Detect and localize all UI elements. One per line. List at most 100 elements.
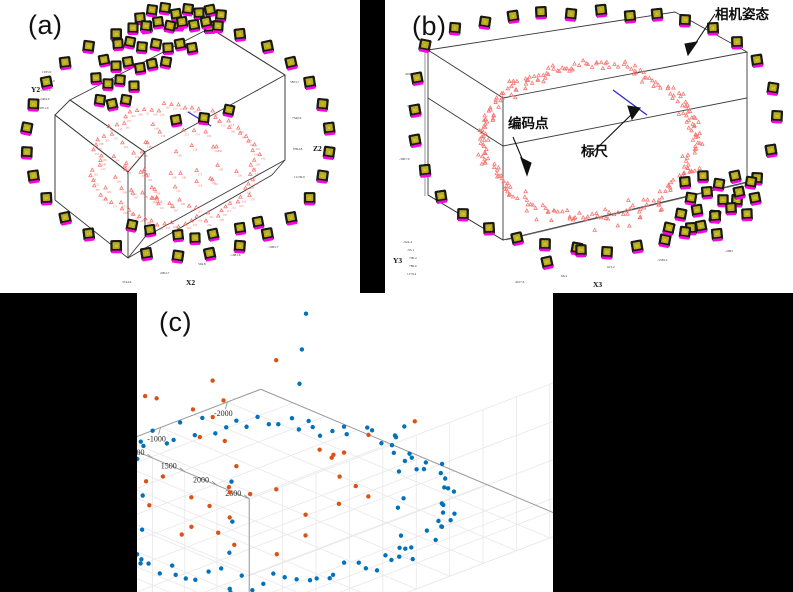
x-tick-label: -2000 xyxy=(214,409,233,418)
camera-pose-marker: 15 xyxy=(203,246,217,262)
camera-station-point xyxy=(448,518,453,523)
panel-a-z-ticks: 5853.7 7340.9 9394.8 11139.6 xyxy=(290,80,305,179)
coded-point xyxy=(477,136,483,141)
coded-point xyxy=(651,198,657,203)
camera-id: 69 xyxy=(227,108,232,113)
coded-point xyxy=(481,137,487,142)
camera-id: 53 xyxy=(190,46,194,51)
coded-point xyxy=(545,208,551,214)
coded-point: 115 xyxy=(114,121,123,131)
camera-id: 37 xyxy=(208,8,213,13)
svg-text:184: 184 xyxy=(146,221,151,225)
coded-point: 209 xyxy=(101,133,110,142)
coded-point xyxy=(641,205,647,210)
panel-c-axis-lines xyxy=(137,388,553,592)
svg-text:167: 167 xyxy=(110,128,115,132)
camera-id: 51 xyxy=(166,46,170,50)
camera-pose-marker: 25 xyxy=(27,98,40,112)
svg-text:166: 166 xyxy=(231,129,236,133)
coded-point xyxy=(496,164,501,170)
camera-pose-marker: 28 xyxy=(457,208,469,222)
coded-point: 124 xyxy=(97,162,106,171)
camera-id: 56 xyxy=(126,60,130,65)
camera-pose-marker: 20 xyxy=(58,210,72,226)
svg-text:113: 113 xyxy=(176,189,181,193)
camera-id: 33 xyxy=(163,6,167,10)
annotation-camera-pose: 相机姿态 xyxy=(715,7,769,23)
camera-id: 72 xyxy=(176,233,180,237)
coded-point xyxy=(643,75,649,80)
coded-target-point xyxy=(227,515,232,520)
coded-point xyxy=(684,155,690,160)
svg-text:-95.1: -95.1 xyxy=(407,248,414,252)
coded-point: 248 xyxy=(98,157,107,167)
coded-point: 233 xyxy=(238,194,247,203)
coded-point xyxy=(496,104,501,109)
camera-id: 8 xyxy=(328,126,330,130)
coded-point: 167 xyxy=(130,190,139,199)
svg-text:137: 137 xyxy=(149,145,154,149)
coded-point: 115 xyxy=(176,101,185,111)
camera-pose-marker: 46 xyxy=(708,209,722,224)
camera-station-point xyxy=(227,586,232,592)
svg-text:103: 103 xyxy=(239,204,244,208)
svg-text:174: 174 xyxy=(195,132,200,136)
camera-station-point xyxy=(439,501,444,506)
annotation-arrows xyxy=(512,13,716,177)
camera-id: 47 xyxy=(729,206,733,210)
coded-target-point xyxy=(273,357,279,363)
coded-point xyxy=(482,156,487,162)
camera-pose-marker: 52 xyxy=(173,37,187,52)
coded-point xyxy=(484,119,490,124)
svg-text:185: 185 xyxy=(193,110,198,114)
camera-pose-marker: 4 xyxy=(506,9,520,25)
coded-point xyxy=(507,78,512,84)
coded-point xyxy=(513,86,519,92)
coded-point xyxy=(605,216,611,221)
coded-point: 190 xyxy=(177,197,186,206)
coded-point xyxy=(637,206,643,212)
svg-text:115: 115 xyxy=(180,107,185,111)
camera-pose-marker: 9 xyxy=(650,7,664,22)
svg-text:238: 238 xyxy=(172,175,177,179)
camera-pose-marker: 17 xyxy=(139,246,153,262)
camera-pose-marker: 49 xyxy=(136,41,148,55)
coded-point: 228 xyxy=(251,157,260,166)
coded-point xyxy=(580,57,586,63)
coded-point xyxy=(615,223,621,228)
svg-text:234: 234 xyxy=(123,211,128,215)
coded-point xyxy=(603,215,609,220)
svg-text:114: 114 xyxy=(92,178,97,182)
coded-point: 104 xyxy=(141,167,150,176)
camera-pose-marker: 11 xyxy=(303,192,316,206)
coded-point: 184 xyxy=(203,129,212,138)
camera-pose-marker: 27 xyxy=(58,56,72,71)
coded-point xyxy=(572,61,577,66)
coded-point xyxy=(536,72,541,78)
camera-station-point xyxy=(169,563,175,568)
coded-point xyxy=(685,152,691,157)
svg-text:128: 128 xyxy=(193,148,198,152)
camera-pose-marker: 6 xyxy=(303,75,317,91)
svg-text:161: 161 xyxy=(209,215,214,219)
coded-point xyxy=(615,64,621,69)
camera-pose-marker: 47 xyxy=(725,202,737,216)
coded-point xyxy=(540,202,546,207)
svg-text:258: 258 xyxy=(156,192,161,196)
svg-text:700.4: 700.4 xyxy=(409,256,417,260)
coded-point xyxy=(671,93,677,98)
coded-point: 199 xyxy=(194,213,203,223)
camera-station-point xyxy=(218,566,224,571)
coded-point: 215 xyxy=(181,127,189,136)
svg-text:114: 114 xyxy=(230,123,235,127)
coded-point xyxy=(685,162,691,167)
panel-a-x-ticks: 3744.6 2004.7 504.8 -1981.6 -3095.7 xyxy=(122,245,279,284)
coded-point xyxy=(670,177,676,182)
camera-id: 62 xyxy=(118,78,122,82)
coded-target-point xyxy=(197,434,203,440)
camera-station-point xyxy=(250,587,255,592)
coded-point xyxy=(598,214,604,220)
panel-c-tick-labels: -2500-2000-1500-1000-5000500100015002000… xyxy=(137,401,250,500)
camera-pose-marker: 16 xyxy=(764,143,778,159)
coded-point xyxy=(630,203,636,208)
